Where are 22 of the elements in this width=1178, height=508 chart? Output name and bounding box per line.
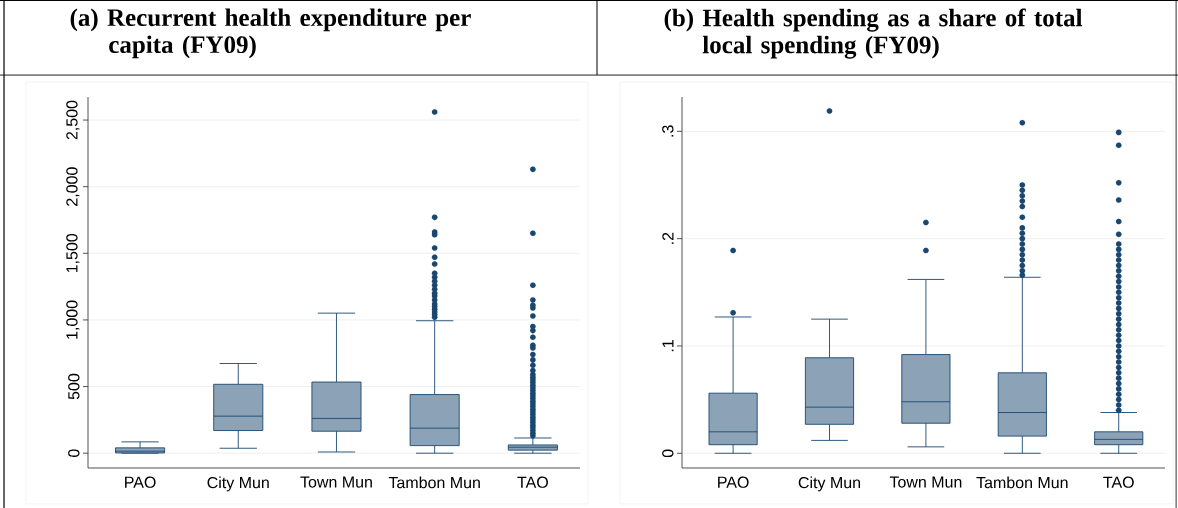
x-tick-label: Tambon Mun [388,476,480,489]
y-tick-label: .3 [662,125,674,137]
x-tick-label: TAO [1103,476,1134,488]
x-tick-label: PAO [125,476,156,488]
y-tick-label: 2,000 [66,167,80,206]
y-tick-label: .2 [662,232,674,244]
y-tick-label: 500 [68,373,80,400]
y-tick-label: 0 [662,449,674,458]
y-tick-label: .1 [662,340,674,352]
y-tick-label: 2,500 [66,100,80,140]
y-tick-label: 1,000 [66,300,80,339]
x-tick-label: TAO [517,476,548,488]
x-tick-label: City Mun [207,476,269,492]
y-tick-label: 0 [68,449,80,458]
x-tick-label: PAO [718,476,749,488]
x-tick-label: City Mun [798,476,861,492]
x-tick-label: Town Mun [889,476,962,488]
chart-title: (a) Recurrent health expenditure per capita (FY09) [70,8,471,59]
x-tick-label: Tambon Mun [976,476,1068,489]
x-tick-label: Town Mun [300,476,372,488]
chart-title: (b) Health spending as a share of total local spending (FY09) [664,8,1083,59]
y-tick-label: 1,500 [66,233,80,273]
